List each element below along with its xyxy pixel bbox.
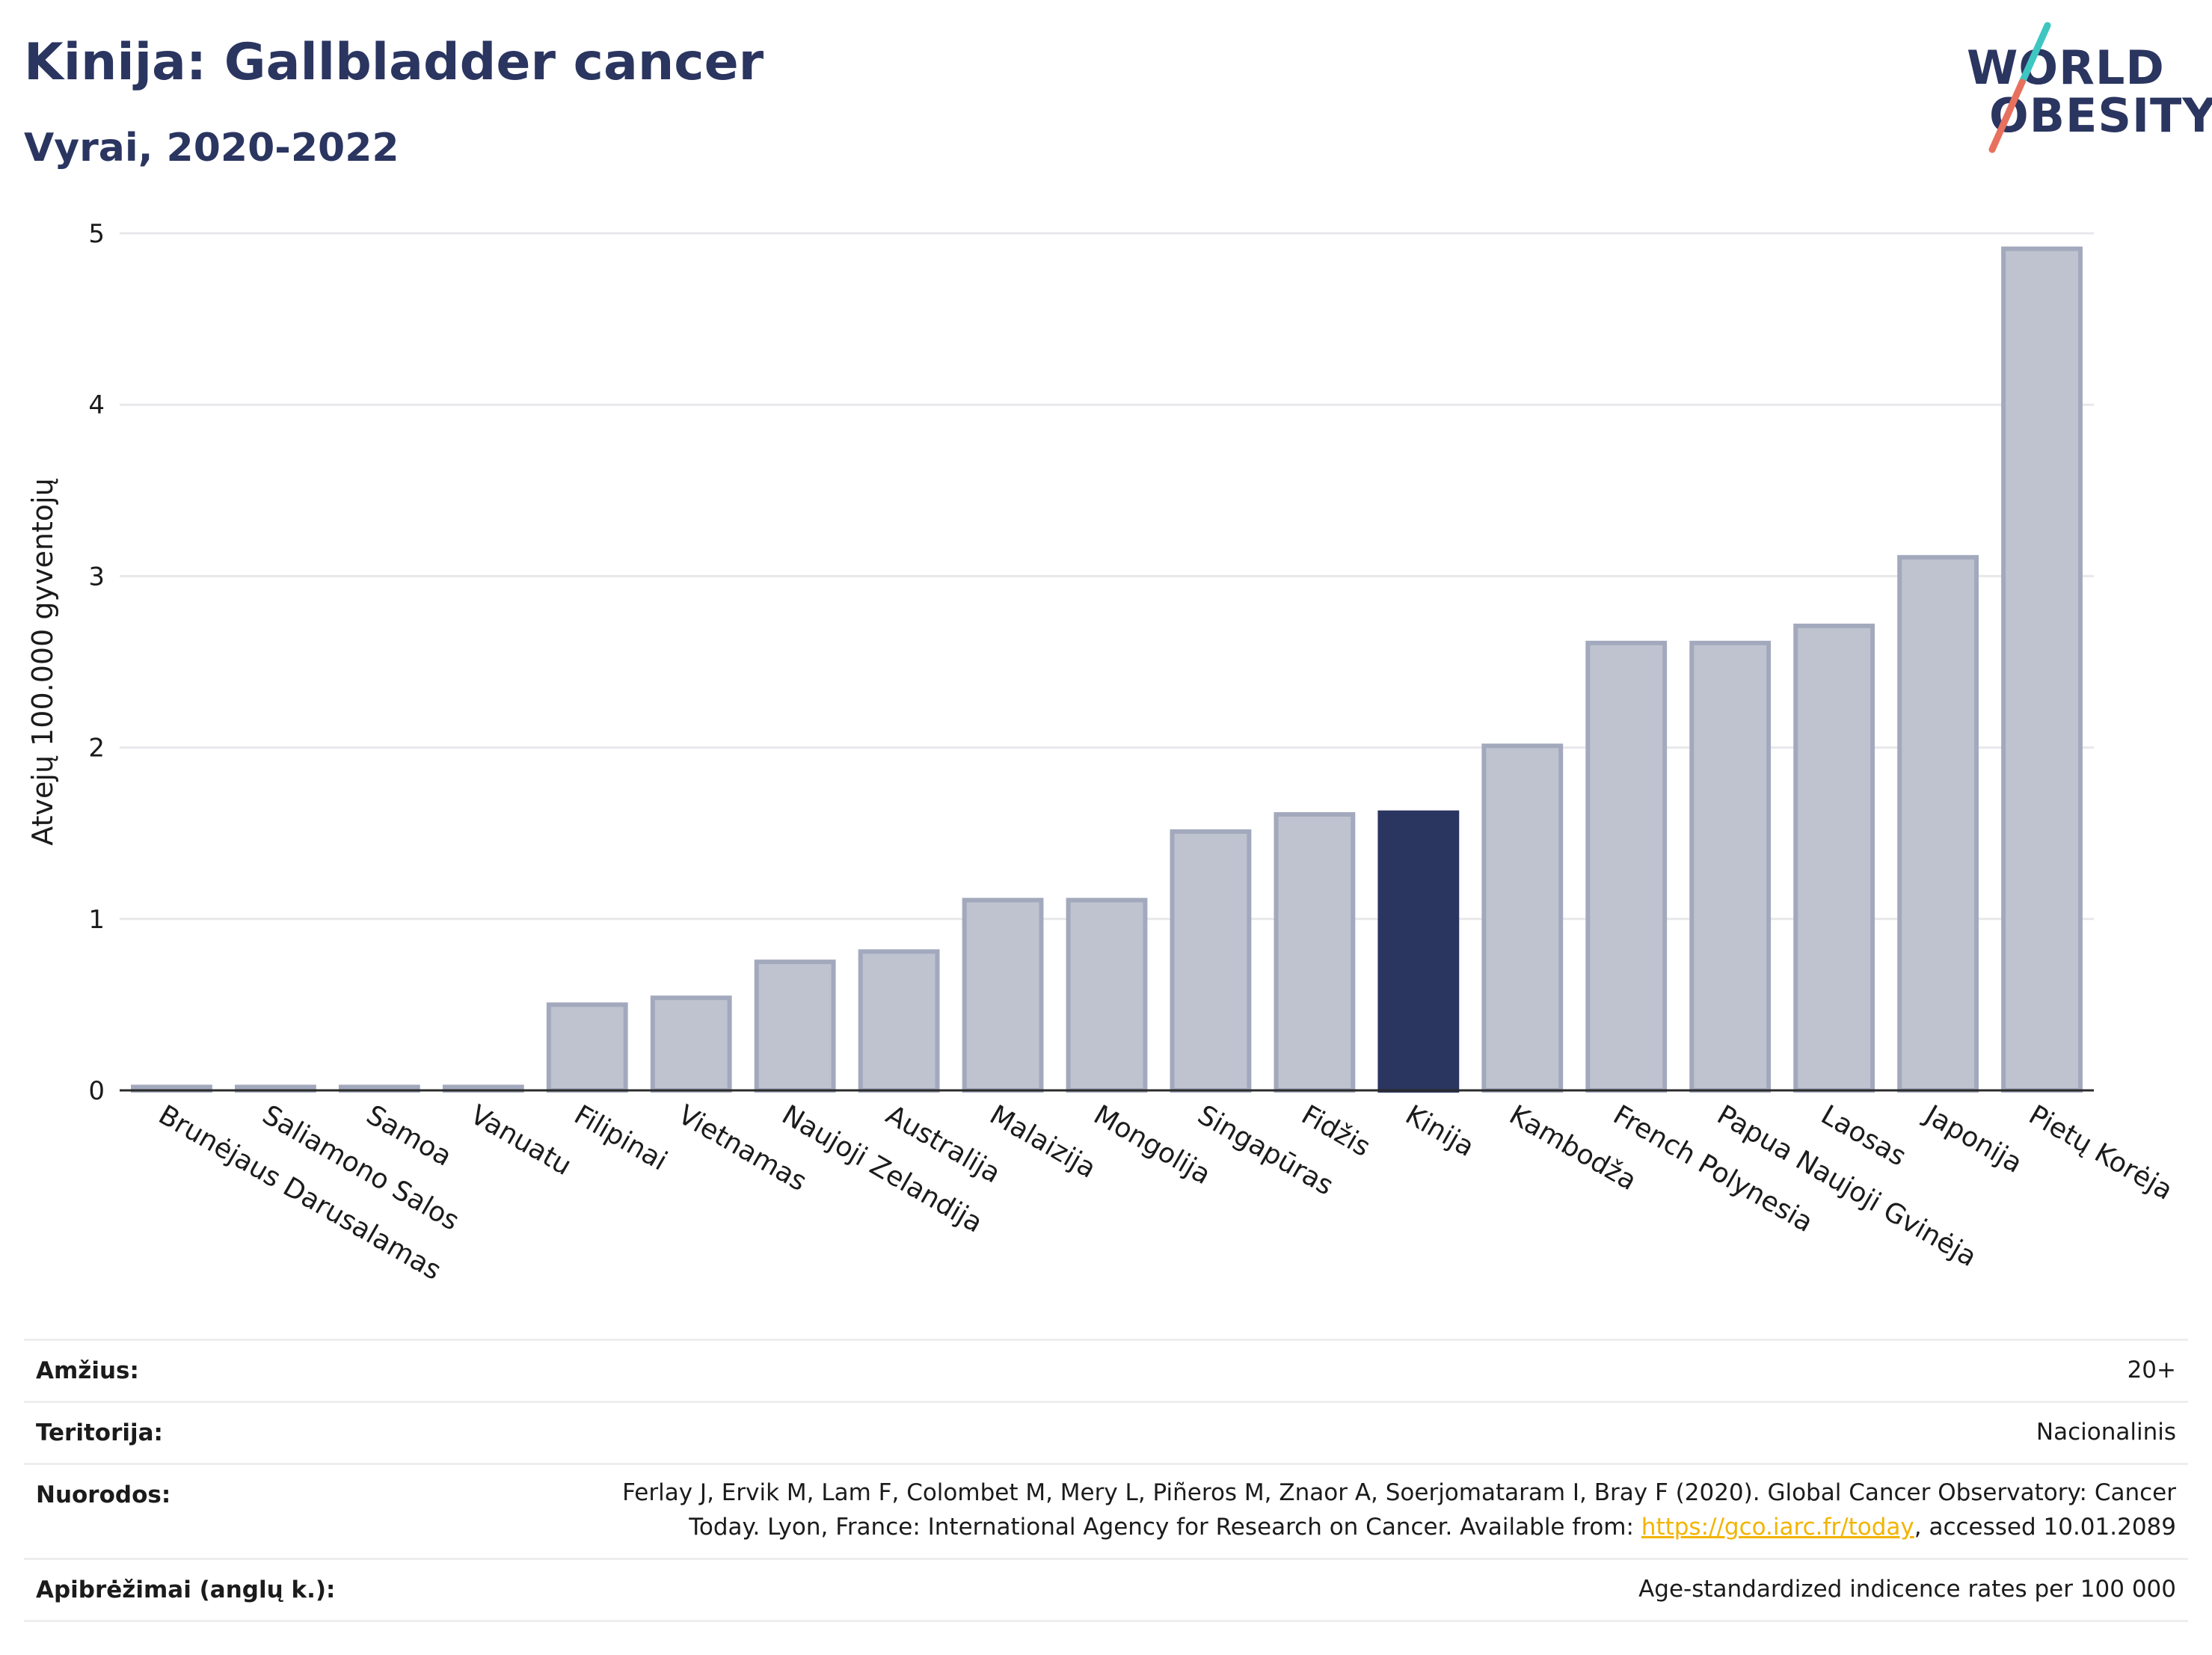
bar (1897, 555, 1979, 1093)
bar (962, 897, 1044, 1093)
meta-refs-line2: Today. Lyon, France: International Agenc… (689, 1510, 2176, 1544)
bar (1066, 897, 1148, 1093)
bar (754, 959, 836, 1093)
x-tick-label: Kinija (1400, 1099, 1479, 1163)
y-tick-label: 1 (88, 905, 105, 935)
meta-refs-text: Today. Lyon, France: International Agenc… (689, 1514, 1641, 1541)
meta-row-definitions: Apibrėžimai (anglų k.): Age-standardized… (24, 1560, 2188, 1622)
gco-link[interactable]: https://gco.iarc.fr/today (1641, 1514, 1914, 1541)
world-obesity-logo: WORLD OBESITY (1959, 21, 2212, 156)
meta-territory-value: Nacionalinis (2036, 1419, 2176, 1446)
bars (131, 246, 2083, 1093)
bar (650, 995, 732, 1093)
meta-refs-label: Nuorodos: (36, 1481, 171, 1508)
x-tick-label: Filipinai (569, 1099, 672, 1176)
meta-row-territory: Teritorija: Nacionalinis (24, 1403, 2188, 1465)
bar (858, 949, 940, 1093)
x-tick-label: Vanuatu (465, 1099, 577, 1182)
meta-age-value: 20+ (2127, 1357, 2176, 1384)
meta-refs-line1: Ferlay J, Ervik M, Lam F, Colombet M, Me… (622, 1479, 2176, 1506)
meta-defs-label: Apibrėžimai (anglų k.): (36, 1576, 336, 1603)
bar (1274, 811, 1356, 1093)
x-tick-label: Fidžis (1296, 1099, 1375, 1163)
meta-row-references: Nuorodos: Ferlay J, Ervik M, Lam F, Colo… (24, 1465, 2188, 1560)
metadata-table: Amžius: 20+ Teritorija: Nacionalinis Nuo… (24, 1339, 2188, 1622)
y-tick-label: 2 (88, 734, 105, 764)
meta-row-age: Amžius: 20+ (24, 1341, 2188, 1403)
y-tick-label: 4 (88, 390, 105, 420)
x-tick-label: Pietų Korėja (2024, 1099, 2178, 1206)
bar (1689, 640, 1772, 1093)
logo-slash-icon (1988, 22, 2051, 153)
bar (1585, 640, 1668, 1093)
logo-text-line2: OBESITY (1989, 88, 2212, 143)
x-tick-label: Malaizija (985, 1099, 1102, 1185)
x-tick-label: Mongolija (1089, 1099, 1216, 1191)
x-tick-label: Japonija (1918, 1099, 2027, 1179)
bar (546, 1002, 628, 1093)
page-subtitle: Vyrai, 2020-2022 (24, 126, 399, 171)
bar (1481, 743, 1564, 1093)
bar (1170, 829, 1252, 1093)
logo-text-line1: WORLD (1967, 40, 2165, 95)
bar (1377, 810, 1460, 1093)
meta-defs-value: Age-standardized indicence rates per 100… (1638, 1576, 2176, 1603)
meta-age-label: Amžius: (36, 1357, 139, 1384)
y-tick-label: 5 (88, 219, 105, 249)
meta-refs-accessed: , accessed 10.01.2089 (1914, 1514, 2176, 1541)
bar (2001, 246, 2083, 1093)
y-tick-label: 3 (88, 562, 105, 592)
y-tick-label: 0 (88, 1076, 105, 1106)
page-title: Kinija: Gallbladder cancer (24, 33, 764, 92)
bar (1793, 623, 1875, 1093)
meta-territory-label: Teritorija: (36, 1419, 163, 1446)
y-axis-label: Atvejų 100.000 gyventojų (26, 478, 59, 845)
